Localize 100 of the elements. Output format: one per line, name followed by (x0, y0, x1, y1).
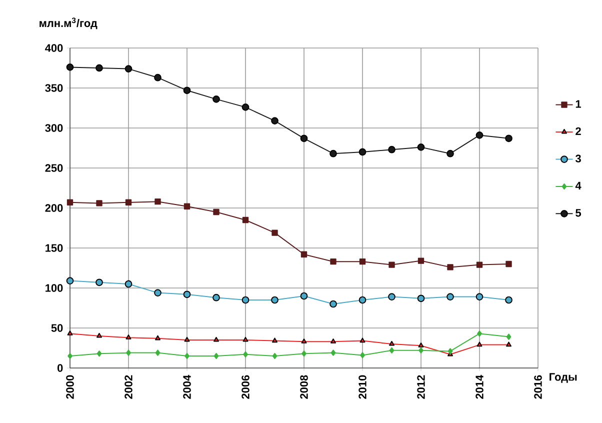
point (506, 334, 512, 340)
y-tick-label: 150 (46, 244, 63, 252)
point (389, 347, 394, 354)
point (183, 86, 191, 94)
point (358, 296, 366, 304)
point (418, 347, 424, 354)
point (67, 330, 73, 336)
legend-label: 5 (576, 209, 582, 217)
point (300, 251, 308, 258)
point (505, 134, 512, 142)
point (417, 144, 425, 151)
point (330, 300, 337, 308)
point (418, 258, 424, 264)
point (506, 260, 512, 268)
legend-label: 2 (576, 127, 581, 136)
point (358, 148, 366, 156)
point (125, 199, 132, 206)
point (242, 104, 250, 111)
point (271, 296, 278, 304)
point (154, 198, 161, 205)
y-tick-label: 350 (45, 84, 63, 92)
point (242, 216, 249, 224)
y-tick-label: 300 (45, 124, 63, 132)
point (476, 262, 483, 268)
legend-label: 1 (576, 100, 582, 108)
point (417, 294, 425, 302)
point (418, 342, 424, 348)
point (389, 340, 394, 346)
point (155, 335, 160, 340)
point (446, 293, 454, 300)
point (476, 293, 484, 300)
point (66, 199, 74, 206)
legend-label: 4 (575, 182, 582, 190)
point (242, 296, 250, 304)
point (183, 290, 191, 298)
point (212, 294, 220, 302)
point (96, 64, 103, 72)
point (477, 330, 482, 337)
point (476, 132, 484, 139)
point (68, 352, 72, 360)
point (155, 350, 160, 356)
point (214, 352, 219, 360)
y-tick-label: 400 (45, 44, 63, 52)
point (214, 336, 219, 342)
point (388, 293, 396, 300)
point (184, 203, 190, 210)
point (96, 278, 103, 286)
point (66, 277, 74, 284)
x-tick-label: 2002 (124, 375, 132, 399)
point (124, 280, 132, 288)
point (66, 64, 74, 71)
point (300, 134, 308, 142)
point (96, 350, 102, 357)
x-tick-label: 2010 (358, 375, 366, 399)
point (330, 338, 336, 344)
point (272, 230, 278, 236)
point (184, 336, 190, 342)
point (448, 348, 453, 354)
x-tick-label: 2012 (417, 375, 425, 399)
point (388, 262, 395, 268)
point (243, 351, 248, 358)
point (154, 74, 162, 82)
x-tick-label: 2000 (66, 375, 74, 399)
point (184, 352, 190, 360)
point (272, 338, 278, 343)
y-tick-label: 0 (57, 364, 63, 372)
point (212, 96, 220, 103)
x-tick-label: 2008 (300, 375, 308, 399)
point (154, 289, 162, 296)
legend-label: 3 (575, 154, 581, 162)
point (359, 258, 366, 265)
y-tick-label: 200 (45, 204, 63, 212)
point (447, 264, 454, 270)
y-tick-label: 100 (46, 284, 63, 292)
point (300, 292, 308, 300)
point (506, 342, 512, 347)
point (476, 342, 482, 347)
point (272, 352, 278, 360)
x-axis-title: Годы (550, 373, 577, 383)
point (126, 350, 131, 356)
point (360, 338, 366, 343)
x-tick-label: 2004 (183, 374, 191, 399)
point (388, 146, 396, 154)
point (96, 332, 102, 338)
point (505, 296, 512, 304)
point (213, 208, 220, 216)
point (301, 338, 307, 344)
point (330, 258, 336, 265)
y-tick-label: 250 (45, 164, 63, 172)
point (124, 65, 132, 72)
point (302, 350, 306, 357)
point (330, 350, 336, 356)
point (126, 334, 132, 340)
x-tick-label: 2014 (476, 374, 484, 399)
point (330, 150, 337, 158)
point (271, 117, 278, 124)
point (96, 200, 102, 206)
point (242, 336, 248, 342)
point (446, 150, 454, 158)
point (360, 352, 365, 358)
